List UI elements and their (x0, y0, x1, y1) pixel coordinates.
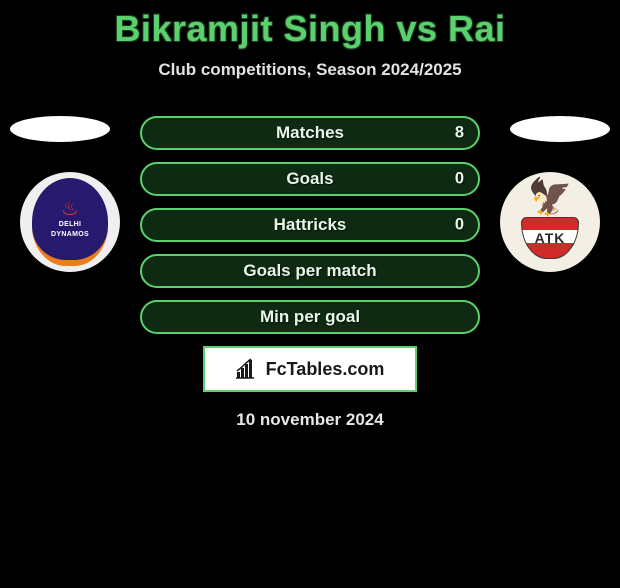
bar-chart-icon (236, 358, 260, 380)
stat-label: Hattricks (274, 215, 347, 235)
stat-bars: Matches 8 Goals 0 Hattricks 0 Goals per … (140, 116, 480, 334)
player-ellipse-left (10, 116, 110, 142)
player-ellipse-right (510, 116, 610, 142)
shield-icon: ATK (521, 217, 579, 259)
stat-right-value: 0 (455, 216, 464, 235)
club-badge-left-inner: ♨ DELHI DYNAMOS (32, 178, 108, 266)
stat-bar: Matches 8 (140, 116, 480, 150)
flame-icon: ♨ (61, 199, 79, 219)
stat-label: Goals per match (243, 261, 376, 281)
stat-right-value: 8 (455, 124, 464, 143)
date-label: 10 november 2024 (0, 410, 620, 430)
stat-label: Matches (276, 123, 344, 143)
club-badge-right-label: ATK (535, 230, 566, 246)
brand-box: FcTables.com (203, 346, 417, 392)
stat-label: Min per goal (260, 307, 360, 327)
stat-label: Goals (286, 169, 333, 189)
club-badge-right-inner: 🦅 ATK (505, 177, 595, 267)
club-badge-left: ♨ DELHI DYNAMOS (20, 172, 120, 272)
page-subtitle: Club competitions, Season 2024/2025 (0, 60, 620, 80)
stat-bar: Hattricks 0 (140, 208, 480, 242)
club-badge-right: 🦅 ATK (500, 172, 600, 272)
club-badge-left-line2: DYNAMOS (51, 231, 89, 239)
stat-bar: Goals per match (140, 254, 480, 288)
comparison-content: ♨ DELHI DYNAMOS 🦅 ATK Matches 8 Goals 0 … (0, 116, 620, 430)
stat-bar: Goals 0 (140, 162, 480, 196)
stat-right-value: 0 (455, 170, 464, 189)
eagle-icon: 🦅 (528, 179, 573, 215)
club-badge-left-line1: DELHI (59, 221, 82, 229)
stat-bar: Min per goal (140, 300, 480, 334)
page-title: Bikramjit Singh vs Rai (0, 8, 620, 50)
brand-text: FcTables.com (266, 359, 385, 380)
